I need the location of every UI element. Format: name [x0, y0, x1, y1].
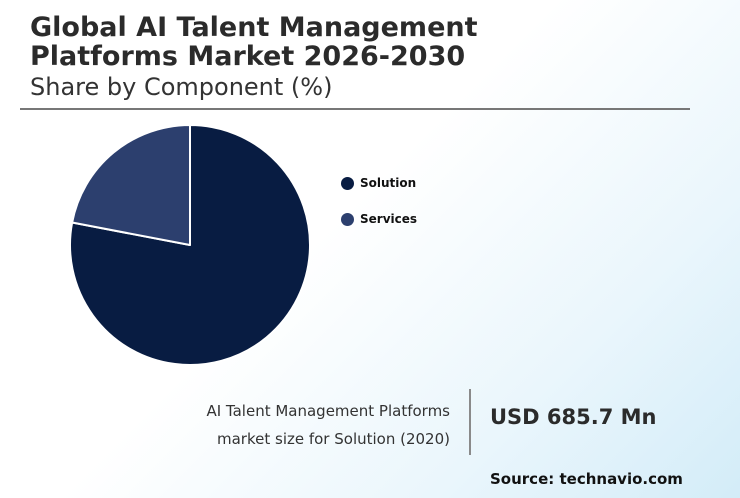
- market-size-caption: AI Talent Management Platforms market si…: [206, 397, 450, 453]
- legend-item-services: Services: [341, 210, 417, 228]
- chart-title: Global AI Talent Management Platforms Ma…: [30, 13, 690, 71]
- legend-swatch-services: [341, 212, 354, 226]
- chart-subtitle: Share by Component (%): [30, 73, 333, 101]
- legend-label-solution: Solution: [360, 176, 417, 190]
- market-size-caption-line-2: market size for Solution (2020): [217, 430, 450, 448]
- chart-legend: Solution Services: [341, 174, 417, 246]
- stat-divider: [469, 389, 471, 455]
- pie-slice-services: [71, 124, 191, 246]
- legend-swatch-solution: [341, 176, 354, 190]
- source-credit: Source: technavio.com: [490, 470, 683, 488]
- legend-label-services: Services: [360, 212, 418, 226]
- market-size-value: USD 685.7 Mn: [490, 405, 657, 429]
- title-divider: [20, 108, 690, 110]
- legend-item-solution: Solution: [341, 174, 417, 192]
- chart-title-line-2: Platforms Market 2026-2030: [30, 41, 466, 72]
- market-size-caption-line-1: AI Talent Management Platforms: [206, 402, 450, 420]
- chart-title-line-1: Global AI Talent Management: [30, 12, 478, 43]
